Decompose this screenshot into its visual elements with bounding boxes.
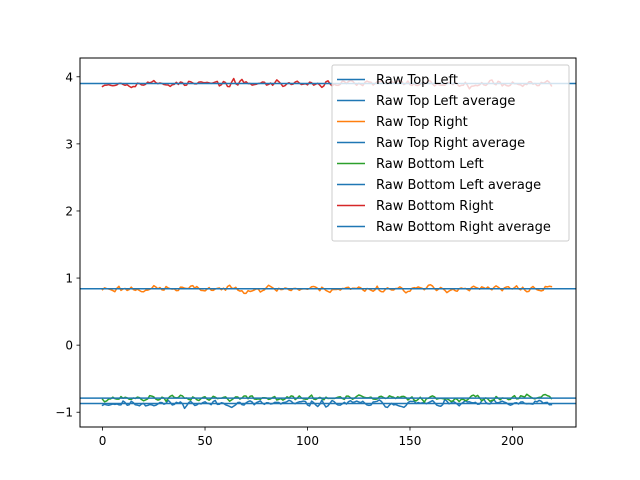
x-tick-label: 150 [399, 434, 422, 448]
plot-area [80, 77, 576, 410]
legend-label-raw-top-right-average: Raw Top Right average [376, 136, 525, 151]
y-tick-label: 4 [65, 70, 73, 84]
x-tick-label: 50 [197, 434, 212, 448]
x-tick-label: 0 [99, 434, 107, 448]
legend-label-raw-bottom-right-average: Raw Bottom Right average [376, 220, 551, 235]
legend-label-raw-bottom-right: Raw Bottom Right [376, 199, 494, 214]
legend-label-raw-top-left-average: Raw Top Left average [376, 94, 515, 109]
legend-box [331, 64, 570, 242]
y-tick-label: −1 [55, 406, 73, 420]
y-axis: −1 0 1 2 3 4 [55, 70, 80, 420]
y-tick-label: 3 [65, 137, 73, 151]
legend: Raw Top Left Raw Top Left average Raw Top … [331, 64, 570, 242]
x-axis: 0 50 100 150 200 [99, 427, 524, 448]
series-line-raw-top-right [101, 284, 553, 295]
legend-label-raw-bottom-left: Raw Bottom Left [376, 157, 484, 172]
legend-label-raw-top-right: Raw Top Right [376, 115, 468, 130]
legend-label-raw-top-left: Raw Top Left [376, 73, 458, 88]
y-tick-label: 2 [65, 204, 73, 218]
y-tick-label: 1 [65, 272, 73, 286]
axes-frame [79, 57, 577, 428]
x-tick-label: 200 [501, 434, 524, 448]
y-tick-label: 0 [65, 339, 73, 353]
x-tick-label: 100 [296, 434, 319, 448]
legend-label-raw-bottom-left-average: Raw Bottom Left average [376, 178, 541, 193]
